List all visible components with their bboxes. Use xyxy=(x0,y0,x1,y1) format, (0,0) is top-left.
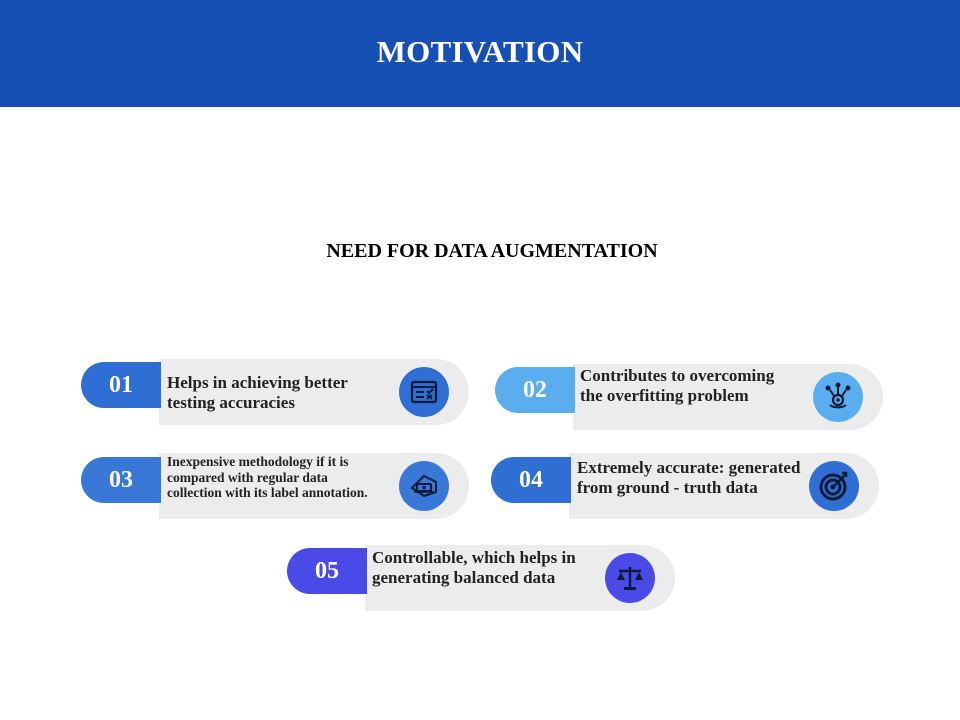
item-number-05: 05 xyxy=(287,548,367,594)
test-checklist-icon xyxy=(399,367,449,417)
item-number-02: 02 xyxy=(495,367,575,413)
scale-icon xyxy=(605,553,655,603)
network-gear-icon xyxy=(813,372,863,422)
target-icon xyxy=(809,461,859,511)
page-title: MOTIVATION xyxy=(376,34,584,69)
item-card-01: Helps in achieving better testing accura… xyxy=(159,359,469,425)
item-text-01: Helps in achieving better testing accura… xyxy=(167,373,348,412)
item-card-02: Contributes to overcoming the overfittin… xyxy=(573,364,883,430)
section-subtitle: NEED FOR DATA AUGMENTATION xyxy=(326,240,658,262)
item-number-04: 04 xyxy=(491,457,571,503)
item-number-01: 01 xyxy=(81,362,161,408)
item-text-03: Inexpensive methodology if it is compare… xyxy=(167,454,368,500)
item-text-05: Controllable, which helps in generating … xyxy=(372,548,576,587)
item-number-03: 03 xyxy=(81,457,161,503)
item-card-03: Inexpensive methodology if it is compare… xyxy=(159,453,469,519)
money-tag-icon xyxy=(399,461,449,511)
item-text-02: Contributes to overcoming the overfittin… xyxy=(580,366,775,405)
item-card-05: Controllable, which helps in generating … xyxy=(365,545,675,611)
item-text-04: Extremely accurate: generated from groun… xyxy=(577,458,801,497)
header-banner: MOTIVATION xyxy=(0,0,960,107)
item-card-04: Extremely accurate: generated from groun… xyxy=(569,453,879,519)
